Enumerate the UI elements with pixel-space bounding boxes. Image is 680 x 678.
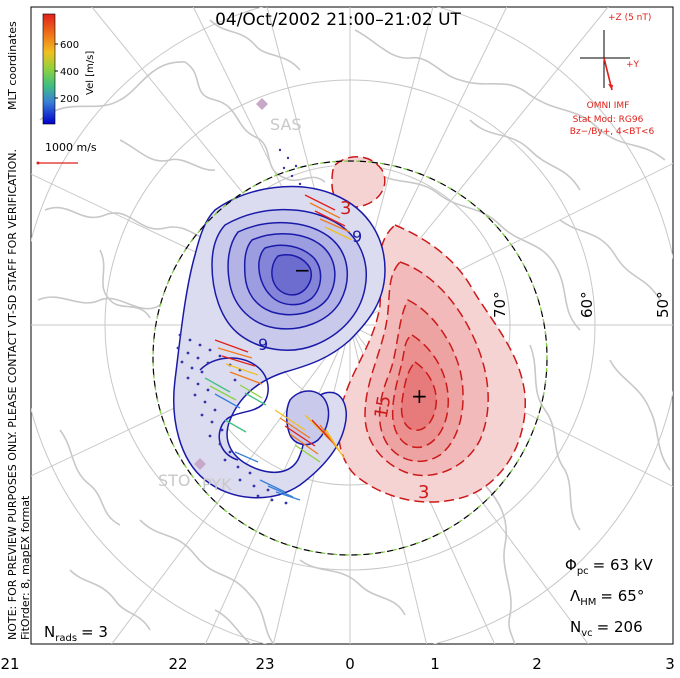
reference-vector-label: 1000 m/s (45, 141, 97, 154)
imf-condition: Bz−/By+, 4<BT<6 (570, 127, 655, 137)
stat-n-rads: Nrads = 3 (44, 623, 108, 644)
coastlines (37, 19, 671, 644)
mlt-label-2: 2 (532, 655, 542, 673)
contour-label-neg9a: 9 (352, 227, 362, 246)
mlt-label-23: 23 (255, 655, 274, 673)
station-markers (194, 98, 268, 470)
colorbar-tick-600: 600 (60, 40, 79, 51)
lat-label-60: 60° (578, 291, 596, 318)
positive-potential-cell (331, 156, 526, 503)
imf-source: OMNI IMF (587, 101, 630, 111)
stat-n-vc: Nvc = 206 (570, 618, 643, 639)
mlt-label-21: 21 (0, 655, 19, 673)
imf-z-label: +Z (5 nT) (608, 13, 651, 23)
stat-phi-pc: Φpc = 63 kV (565, 556, 654, 577)
stats-panel: Φpc = 63 kV ΛHM = 65° Nvc = 206 Nrads = 3 (44, 556, 654, 644)
colorbar-tick-400: 400 (60, 67, 79, 78)
colorbar-label: Vel [m/s] (85, 51, 96, 95)
coordinates-label: MLT coordinates (6, 21, 19, 110)
velocity-vectors (204, 194, 353, 501)
contour-label-pos3-top: 3 (340, 198, 351, 219)
disclaimer-text: NOTE: FOR PREVIEW PURPOSES ONLY. PLEASE … (6, 149, 19, 640)
mlt-label-22: 22 (168, 655, 187, 673)
lat-label-70: 70° (491, 291, 509, 318)
mlt-label-3: 3 (665, 655, 675, 673)
station-sto: STO (158, 471, 191, 490)
potential-max-marker: + (411, 384, 428, 408)
lat-label-50: 50° (654, 291, 672, 318)
imf-dial: +Z (5 nT) +Y OMNI IMF Stat Mod: RG96 Bz−… (570, 13, 655, 137)
mlt-axis: 21 22 23 0 1 2 3 (0, 655, 674, 673)
imf-stat-mod: Stat Mod: RG96 (573, 115, 644, 125)
fit-info-text: FitOrder: 8, mapEX format (19, 495, 32, 640)
imf-y-label: +Y (626, 60, 640, 70)
hm-boundary-green (152, 160, 548, 556)
stat-lambda-hm: ΛHM = 65° (570, 587, 644, 608)
map-title: 04/Oct/2002 21:00–21:02 UT (215, 10, 461, 30)
reference-vector-origin (36, 161, 40, 165)
colorbar-tick-200: 200 (60, 94, 79, 105)
contour-label-pos3-bottom: 3 (418, 482, 429, 503)
contour-label-neg9b: 9 (258, 335, 268, 354)
mlt-label-0: 0 (345, 655, 355, 673)
velocity-colorbar: 600 400 200 Vel [m/s] (42, 13, 96, 125)
station-sas: SAS (270, 115, 302, 134)
contour-label-pos15: 15 (371, 394, 396, 420)
mlt-label-1: 1 (430, 655, 440, 673)
potential-min-marker: − (294, 258, 311, 282)
station-pyk: PYK (202, 475, 232, 494)
